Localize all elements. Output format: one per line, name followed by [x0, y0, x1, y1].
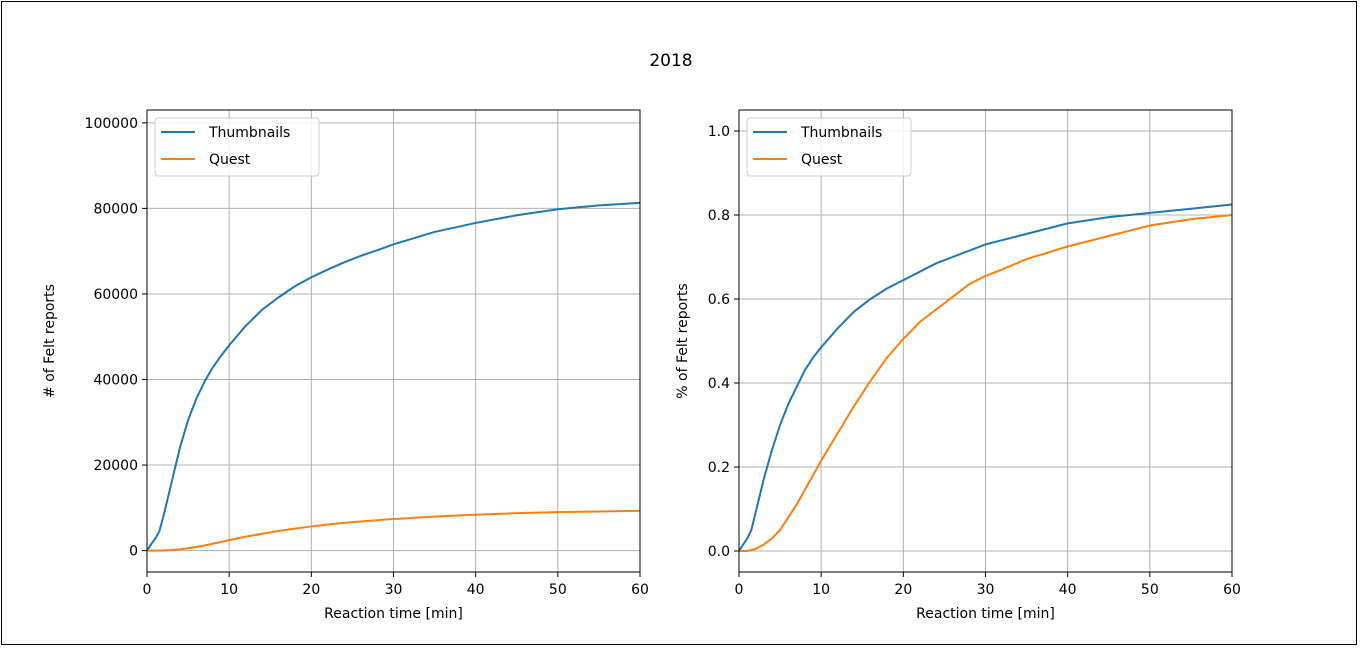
legend: Thumbnails Quest	[154, 117, 320, 177]
x-tick-label: 40	[1059, 582, 1077, 598]
x-axis-label: Reaction time [min]	[324, 606, 463, 622]
x-tick-label: 40	[467, 582, 485, 598]
y-tick-label: 40000	[93, 373, 138, 389]
legend-box	[154, 117, 320, 177]
legend-box	[746, 117, 912, 177]
x-tick-label: 30	[385, 582, 403, 598]
legend-label-quest: Quest	[209, 152, 251, 168]
x-tick-label: 20	[894, 582, 912, 598]
series-line-thumbnails	[738, 203, 1233, 552]
y-tick-label: 80000	[93, 201, 138, 217]
y-axis-label: # of Felt reports	[42, 284, 58, 398]
y-axis-label: % of Felt reports	[675, 283, 691, 398]
figure-title: 2018	[649, 51, 692, 71]
legend-label-quest: Quest	[801, 152, 843, 168]
y-tick-label: 1.0	[708, 124, 730, 140]
x-tick-label: 30	[977, 582, 995, 598]
x-tick-label: 0	[143, 582, 152, 598]
x-tick-label: 20	[302, 582, 320, 598]
y-tick-label: 20000	[93, 458, 138, 474]
x-tick-label: 50	[1141, 582, 1159, 598]
x-tick-label: 50	[549, 582, 567, 598]
y-tick-label: 0.0	[708, 544, 730, 560]
series-line-quest	[739, 214, 1233, 552]
x-tick-label: 10	[812, 582, 830, 598]
y-tick-label: 0.6	[708, 292, 730, 308]
y-tick-label: 0.4	[708, 376, 730, 392]
series-line-thumbnails	[146, 201, 641, 552]
x-tick-label: 60	[631, 582, 649, 598]
x-tick-label: 0	[735, 582, 744, 598]
plot-panel-2: 0 10 20 30 40 50 60 0.0 0.2 0.4 0.6 0.8 1.0 Reaction …	[675, 109, 1241, 622]
y-tick-label: 100000	[85, 116, 138, 132]
legend-label-thumbnails: Thumbnails	[800, 125, 882, 141]
legend: Thumbnails Quest	[746, 117, 912, 177]
x-axis-label: Reaction time [min]	[916, 606, 1055, 622]
legend-label-thumbnails: Thumbnails	[208, 125, 290, 141]
plot-panel-1: 0 10 20 30 40 50 60 0 20000 40000 60000 80000 100000…	[42, 109, 649, 622]
y-tick-label: 0.2	[708, 460, 730, 476]
x-tick-label: 10	[220, 582, 238, 598]
y-tick-label: 60000	[93, 287, 138, 303]
x-tick-label: 60	[1223, 582, 1241, 598]
y-tick-label: 0	[129, 544, 138, 560]
series-line-quest	[147, 509, 641, 552]
y-tick-label: 0.8	[708, 208, 730, 224]
